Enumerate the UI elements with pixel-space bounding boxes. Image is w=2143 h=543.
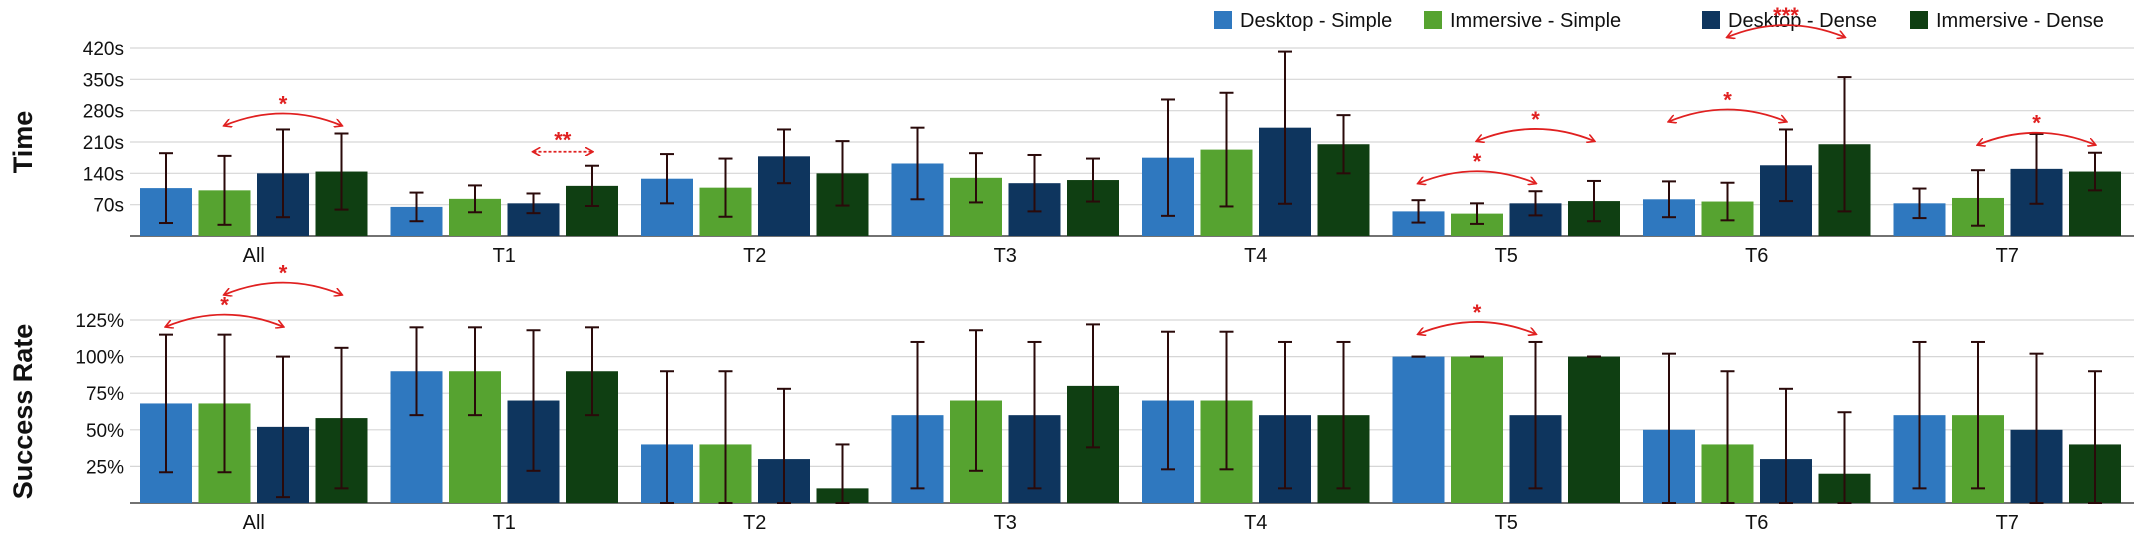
significance-label: *	[1473, 300, 1482, 325]
bar-desktop-simple-t5	[1392, 356, 1445, 503]
x-tick-label: T5	[1495, 245, 1518, 267]
significance-arc	[225, 112, 342, 125]
legend-label-desktop-simple: Desktop - Simple	[1240, 10, 1392, 32]
y-tick-label: 100%	[75, 348, 124, 369]
x-tick-label: All	[243, 512, 265, 534]
y-tick-label: 75%	[86, 384, 124, 405]
significance-arc	[1728, 24, 1845, 37]
significance-label: *	[279, 91, 288, 116]
x-tick-label: T2	[743, 245, 766, 267]
x-tick-label: T4	[1244, 512, 1267, 534]
x-tick-label: T5	[1495, 512, 1518, 534]
x-tick-label: T4	[1244, 245, 1267, 267]
significance-label: *	[1473, 149, 1482, 174]
y-tick-label: 280s	[83, 102, 124, 123]
y-axis-title: Time	[8, 111, 38, 174]
y-tick-label: 70s	[93, 196, 124, 217]
legend-label-immersive-simple: Immersive - Simple	[1450, 10, 1621, 32]
significance-arc	[1419, 170, 1536, 183]
x-tick-label: All	[243, 245, 265, 267]
significance-label: ***	[1773, 3, 1799, 28]
significance-arc	[225, 281, 342, 295]
y-tick-label: 420s	[83, 39, 124, 60]
x-tick-label: T3	[994, 245, 1017, 267]
x-tick-label: T6	[1745, 512, 1768, 534]
y-tick-label: 50%	[86, 421, 124, 442]
significance-label: **	[554, 128, 572, 153]
x-tick-label: T7	[1996, 245, 2019, 267]
legend: Desktop - Simple Immersive - Simple Deskto…	[1214, 10, 2104, 32]
bar-immersive-simple-t5	[1451, 356, 1503, 503]
y-tick-label: 350s	[83, 70, 124, 91]
significance-label: *	[1723, 87, 1732, 112]
bar-immersive-dense-t5	[1568, 356, 1620, 503]
legend-swatch-desktop-simple	[1214, 11, 1232, 29]
significance-arc	[166, 313, 283, 327]
x-tick-label: T2	[743, 512, 766, 534]
x-tick-label: T3	[994, 512, 1017, 534]
y-axis-title: Success Rate	[8, 324, 38, 500]
legend-swatch-desktop-dense	[1702, 11, 1720, 29]
x-tick-label: T7	[1996, 512, 2019, 534]
significance-label: *	[279, 261, 288, 286]
legend-label-immersive-dense: Immersive - Dense	[1936, 10, 2104, 32]
success-rate-chart: 25% 50% 75% 100% 125% Success Rate All T1 T2 T3 T4…	[8, 261, 2134, 534]
significance-label: *	[220, 293, 229, 318]
significance-arc	[1978, 131, 2095, 145]
y-tick-label: 140s	[83, 164, 124, 185]
y-tick-label: 25%	[86, 457, 124, 478]
x-tick-label: T1	[493, 512, 516, 534]
y-tick-label: 125%	[75, 311, 124, 332]
x-tick-label: T1	[493, 245, 516, 267]
significance-label: *	[2032, 111, 2041, 136]
significance-label: *	[1531, 107, 1540, 132]
x-tick-label: T6	[1745, 245, 1768, 267]
legend-swatch-immersive-dense	[1910, 11, 1928, 29]
y-tick-label: 210s	[83, 133, 124, 154]
significance-arc	[1669, 108, 1786, 121]
time-chart: 70s 140s 210s 280s 350s 420s Time All T1 T2 T3 T4 T5…	[8, 3, 2134, 267]
significance-arc	[1477, 128, 1594, 141]
significance-arc	[1419, 321, 1536, 334]
legend-swatch-immersive-simple	[1424, 11, 1442, 29]
